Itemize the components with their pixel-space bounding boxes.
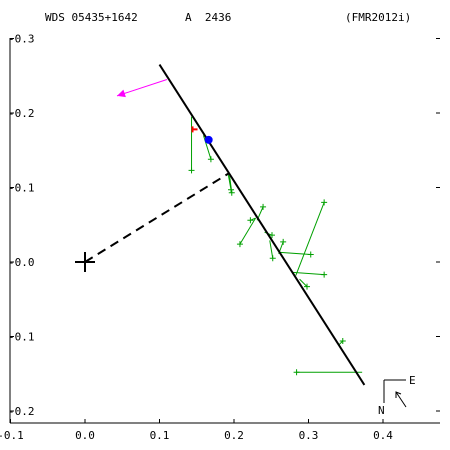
observation-point-3 [228,189,235,196]
observation-point-12 [321,271,328,278]
x-tick-label-1: 0.0 [75,429,95,442]
line-of-nodes [84,172,230,263]
y-tick-label-1: -0.2 [8,107,35,120]
first-observation-arrowhead [117,89,126,98]
observation-point-2 [228,186,235,193]
observation-point-10 [307,251,314,258]
motion-direction-arrow [395,391,407,408]
observation-point-13 [304,283,311,290]
chart-marks [75,64,366,386]
observation-point-6 [260,203,267,210]
observation-point-9 [280,238,287,245]
y-tick-label-0: -0.3 [8,33,35,46]
x-tick-label-2: 0.1 [150,429,170,442]
x-tick-label-0: -0.1 [0,429,24,442]
orbit-line [158,64,366,386]
periastron-marker [191,126,198,133]
observation-point-5 [247,217,254,224]
current-position-dot [204,135,213,144]
observation-point-1 [207,156,214,163]
y-tick-label-5: -0.2 [8,405,35,418]
compass: E N [378,374,416,417]
compass-north-label: N [378,404,385,417]
y-tick-label-3: -0.0 [8,256,35,269]
primary-star-marker [75,252,95,272]
wds-label: WDS 05435+1642 [45,11,138,24]
observation-point-8 [269,255,276,262]
axes-frame: -0.1 0.0 0.1 0.2 0.3 0.4 -0.3 -0.2 -0.1 -0.0 -0.1 -… [0,33,440,442]
first-observation-line [116,78,168,97]
observation-point-11 [321,199,328,206]
observation-point-0 [188,167,195,174]
residual-line-11 [295,202,325,276]
residual-line-12 [292,271,325,276]
observation-point-15 [293,369,300,376]
observation-point-4 [236,241,243,248]
residual-line-4 [239,217,257,245]
compass-east-label: E [409,374,416,387]
observation-point-7 [268,232,275,239]
y-tick-label-2: -0.1 [8,182,35,195]
x-tick-label-5: 0.4 [373,429,393,442]
x-tick-label-3: 0.2 [224,429,244,442]
residual-line-10 [280,251,311,256]
motion-direction-arrowhead [395,391,402,398]
pair-label: A 2436 [185,11,231,24]
observation-point-14 [339,337,346,344]
residual-line-13 [299,278,308,287]
y-tick-label-4: -0.1 [8,331,35,344]
x-tick-label-4: 0.3 [299,429,319,442]
orbit-reference: (FMR2012i) [345,11,411,24]
residual-line-1 [202,135,212,160]
